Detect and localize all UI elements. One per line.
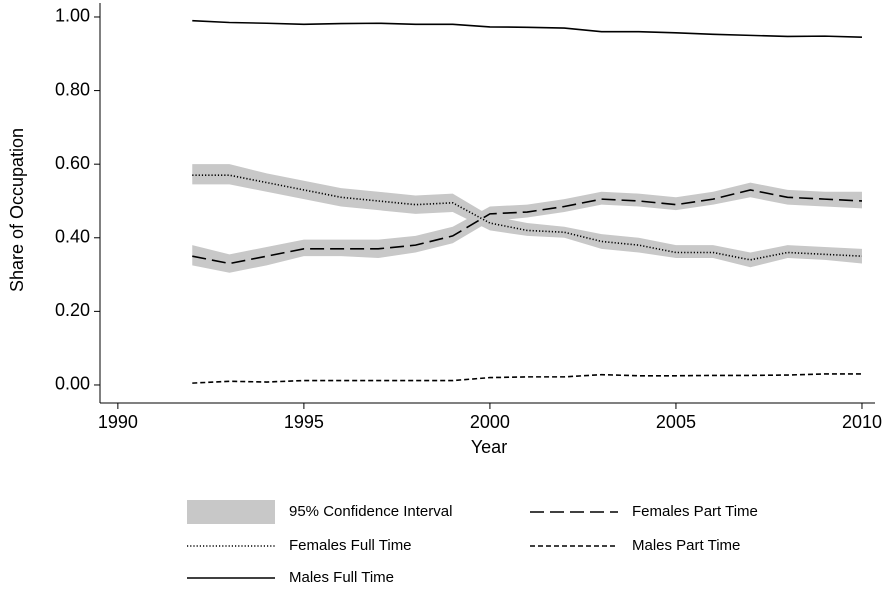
- legend-label: Males Full Time: [289, 569, 394, 586]
- y-tick-label: 0.20: [55, 300, 90, 320]
- line: [192, 174, 863, 261]
- legend-label: Males Part Time: [632, 537, 740, 554]
- legend-label: Females Part Time: [632, 503, 758, 520]
- y-tick-label: 0.00: [55, 374, 90, 394]
- legend-label: 95% Confidence Interval: [289, 503, 452, 520]
- x-tick-label: 1990: [98, 412, 138, 432]
- line: [192, 189, 863, 265]
- ci-band: [192, 182, 862, 273]
- y-tick-label: 1.00: [55, 6, 90, 26]
- x-tick-label: 2010: [842, 412, 882, 432]
- y-tick-label: 0.60: [55, 153, 90, 173]
- x-tick-label: 1995: [284, 412, 324, 432]
- x-tick-label: 2005: [656, 412, 696, 432]
- x-axis-title: Year: [471, 437, 507, 457]
- legend-swatch: [187, 500, 275, 524]
- ci-band: [192, 164, 862, 268]
- x-tick-label: 2000: [470, 412, 510, 432]
- line: [192, 19, 863, 39]
- y-tick-label: 0.40: [55, 227, 90, 247]
- legend-label: Females Full Time: [289, 537, 412, 554]
- y-tick-label: 0.80: [55, 79, 90, 99]
- line: [192, 373, 862, 384]
- y-axis-title: Share of Occupation: [7, 128, 27, 292]
